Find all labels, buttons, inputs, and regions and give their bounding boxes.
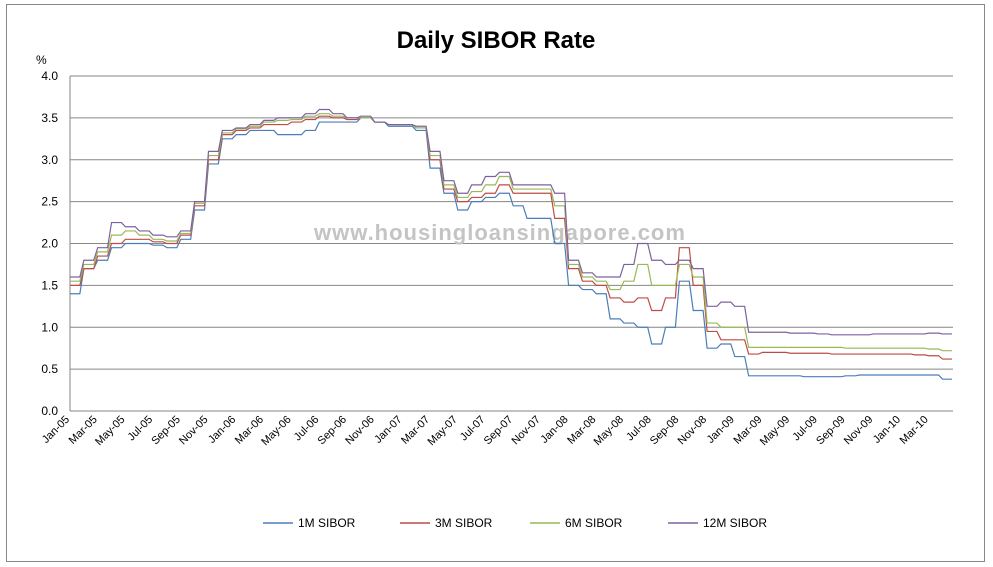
- x-tick-label: Jan-07: [372, 414, 404, 446]
- x-tick-label: Sep-09: [814, 414, 848, 448]
- legend-label: 6M SIBOR: [565, 516, 623, 530]
- series-line-6m-sibor: [70, 113, 952, 352]
- x-tick-label: Sep-06: [316, 414, 350, 448]
- chart-title: Daily SIBOR Rate: [397, 27, 596, 54]
- y-tick-label: 2.5: [41, 195, 58, 209]
- x-tick-label: Nov-08: [676, 414, 710, 448]
- legend-label: 1M SIBOR: [298, 516, 356, 530]
- x-tick-label: Nov-09: [842, 414, 876, 448]
- series-line-3m-sibor: [70, 115, 952, 360]
- series-line-12m-sibor: [70, 108, 952, 336]
- y-axis-label: %: [36, 53, 47, 67]
- y-tick-label: 4.0: [41, 69, 58, 83]
- x-tick-label: May-09: [758, 414, 792, 448]
- x-tick-label: Jan-10: [871, 414, 903, 446]
- x-tick-label: Sep-05: [149, 414, 183, 448]
- x-tick-label: Mar-10: [898, 414, 931, 447]
- legend-label: 3M SIBOR: [435, 516, 493, 530]
- chart-frame: [6, 4, 985, 562]
- x-tick-label: May-06: [259, 414, 293, 448]
- x-tick-label: May-08: [592, 414, 626, 448]
- x-tick-label: Jan-08: [538, 414, 570, 446]
- y-tick-label: 3.0: [41, 153, 58, 167]
- x-tick-label: Nov-06: [343, 414, 377, 448]
- y-tick-label: 1.5: [41, 278, 58, 292]
- y-tick-label: 3.5: [41, 111, 58, 125]
- x-tick-label: Nov-07: [509, 414, 543, 448]
- y-tick-label: 2.0: [41, 237, 58, 251]
- y-tick-label: 1.0: [41, 320, 58, 334]
- x-tick-label: Nov-05: [177, 414, 211, 448]
- x-tick-label: Jan-05: [40, 414, 72, 446]
- x-tick-label: Jan-06: [206, 414, 238, 446]
- x-tick-label: Sep-08: [648, 414, 682, 448]
- x-tick-label: Jan-09: [705, 414, 737, 446]
- watermark: www.housingloansingapore.com: [313, 220, 686, 245]
- y-tick-label: 0.0: [41, 404, 58, 418]
- x-tick-label: May-07: [425, 414, 459, 448]
- legend-label: 12M SIBOR: [703, 516, 767, 530]
- x-tick-label: Sep-07: [482, 414, 516, 448]
- x-tick-label: May-05: [93, 414, 127, 448]
- series-line-1m-sibor: [70, 117, 952, 380]
- y-tick-label: 0.5: [41, 362, 58, 376]
